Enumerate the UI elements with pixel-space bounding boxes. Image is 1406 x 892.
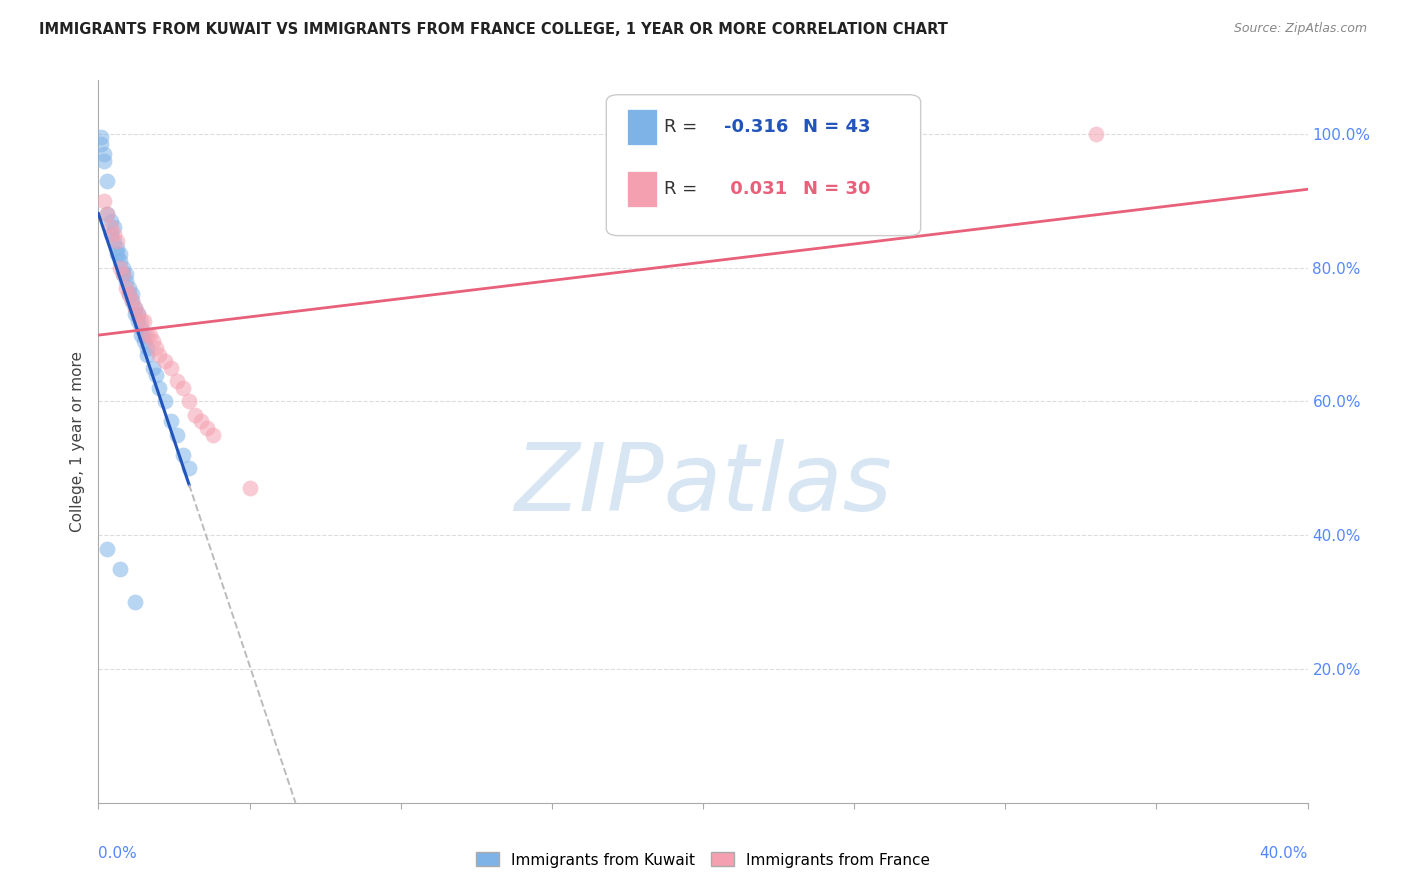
Point — [132, 327, 155, 342]
Text: -0.316: -0.316 — [724, 119, 787, 136]
Point — [118, 281, 141, 295]
Y-axis label: College, 1 year or more: College, 1 year or more — [70, 351, 86, 532]
Point — [160, 414, 183, 429]
Point — [100, 214, 122, 228]
Point — [132, 334, 155, 349]
Point — [96, 207, 118, 221]
Text: R =: R = — [664, 119, 703, 136]
Point — [93, 153, 115, 168]
Point — [142, 361, 165, 376]
Point — [148, 381, 170, 395]
Point — [124, 301, 146, 315]
Point — [103, 220, 125, 235]
Point — [195, 421, 218, 435]
Point — [103, 227, 125, 242]
Text: 0.031: 0.031 — [724, 179, 787, 198]
Point — [108, 562, 131, 576]
Point — [105, 241, 128, 255]
Point — [190, 414, 212, 429]
Point — [135, 327, 157, 342]
Point — [172, 381, 194, 395]
Point — [118, 287, 141, 301]
Point — [96, 173, 118, 188]
Point — [129, 327, 152, 342]
Point — [96, 541, 118, 556]
Point — [166, 427, 188, 442]
Point — [111, 260, 134, 275]
Point — [121, 294, 143, 309]
Text: N = 30: N = 30 — [803, 179, 870, 198]
Point — [111, 268, 134, 282]
Point — [139, 327, 162, 342]
Point — [160, 361, 183, 376]
Text: Source: ZipAtlas.com: Source: ZipAtlas.com — [1233, 22, 1367, 36]
Point — [105, 234, 128, 248]
Text: ZIPatlas: ZIPatlas — [515, 440, 891, 531]
Point — [100, 220, 122, 235]
Point — [179, 394, 201, 409]
Point — [148, 348, 170, 362]
Text: R =: R = — [664, 179, 703, 198]
Point — [124, 307, 146, 322]
Point — [145, 368, 167, 382]
Point — [105, 247, 128, 261]
Point — [127, 307, 149, 322]
Point — [118, 287, 141, 301]
Point — [132, 314, 155, 328]
Point — [135, 341, 157, 355]
Point — [93, 147, 115, 161]
Text: 0.0%: 0.0% — [98, 847, 138, 861]
Point — [114, 281, 136, 295]
Text: 40.0%: 40.0% — [1260, 847, 1308, 861]
Point — [108, 260, 131, 275]
Point — [111, 268, 134, 282]
Point — [114, 274, 136, 288]
Point — [1085, 127, 1108, 141]
FancyBboxPatch shape — [627, 109, 657, 145]
Text: IMMIGRANTS FROM KUWAIT VS IMMIGRANTS FROM FRANCE COLLEGE, 1 YEAR OR MORE CORRELA: IMMIGRANTS FROM KUWAIT VS IMMIGRANTS FRO… — [39, 22, 948, 37]
Point — [145, 341, 167, 355]
Point — [114, 268, 136, 282]
Point — [202, 427, 225, 442]
Legend: Immigrants from Kuwait, Immigrants from France: Immigrants from Kuwait, Immigrants from … — [470, 847, 936, 873]
Text: N = 43: N = 43 — [803, 119, 870, 136]
Point — [103, 234, 125, 248]
Point — [108, 247, 131, 261]
Point — [121, 294, 143, 309]
Point — [121, 287, 143, 301]
Point — [129, 314, 152, 328]
Point — [166, 375, 188, 389]
Point — [93, 194, 115, 208]
Point — [127, 314, 149, 328]
Point — [135, 348, 157, 362]
Point — [239, 482, 262, 496]
Point — [179, 461, 201, 475]
Point — [108, 254, 131, 268]
FancyBboxPatch shape — [606, 95, 921, 235]
Point — [142, 334, 165, 349]
Point — [153, 354, 176, 368]
Point — [90, 136, 112, 151]
FancyBboxPatch shape — [627, 170, 657, 207]
Point — [184, 408, 207, 422]
Point — [172, 448, 194, 462]
Point — [90, 130, 112, 145]
Point — [124, 301, 146, 315]
Point — [96, 207, 118, 221]
Point — [100, 227, 122, 242]
Point — [127, 307, 149, 322]
Point — [153, 394, 176, 409]
Point — [124, 595, 146, 609]
Point — [129, 321, 152, 335]
